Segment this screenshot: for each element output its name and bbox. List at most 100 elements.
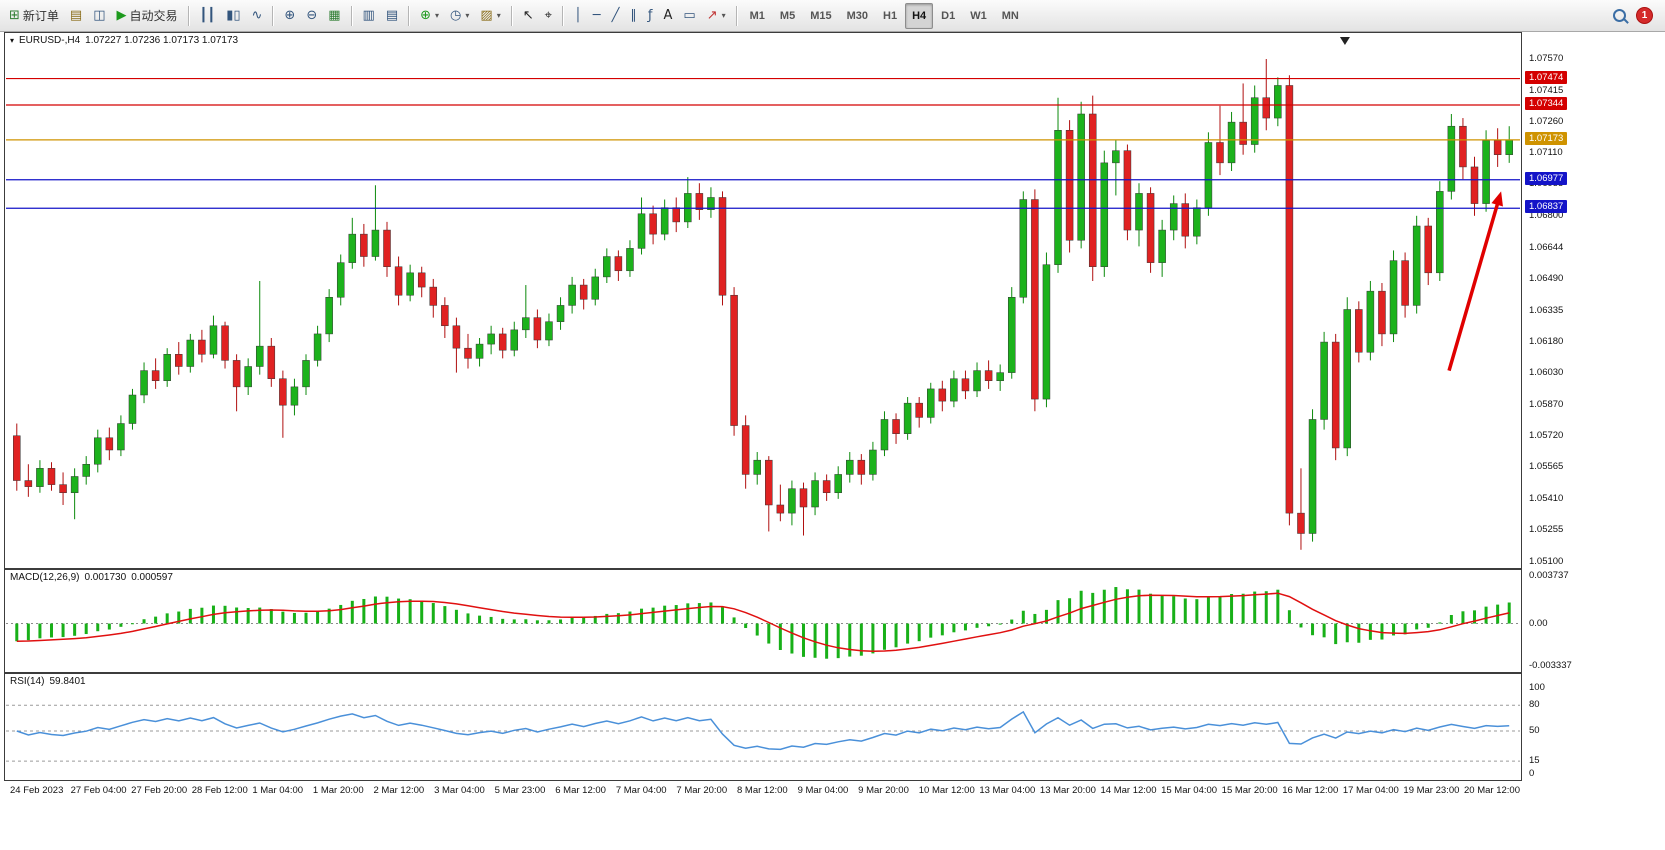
periods[interactable]: ◷ ▾ (445, 3, 474, 29)
text-label[interactable]: ▭ (678, 3, 700, 29)
notification-badge[interactable]: 1 (1636, 7, 1653, 24)
tile-windows[interactable]: ▦ (323, 3, 345, 29)
candle (255, 280, 264, 375)
candle (1007, 287, 1016, 379)
candle (1077, 101, 1085, 249)
market-watch[interactable]: ◫ (88, 3, 110, 29)
zoom-out[interactable]: ⊖ (301, 3, 322, 29)
templates[interactable]: ▨ ▾ (475, 3, 505, 29)
cursor[interactable]: ↖ (518, 3, 539, 29)
candlestick-mode[interactable]: ▮▯ (221, 3, 245, 29)
timeframe-m15[interactable]: M15 (803, 3, 838, 29)
candlestick-mode-icon: ▮▯ (226, 8, 241, 23)
crosshair[interactable]: ⌖ (540, 3, 557, 29)
candle (1505, 126, 1513, 163)
candle (788, 480, 796, 526)
timeframe-m1[interactable]: M1 (743, 3, 772, 29)
rsi-line (16, 710, 1510, 751)
toolbar-separator (510, 5, 513, 26)
time-axis[interactable]: 24 Feb 2023 27 Feb 04:00 27 Feb 20:00 28 Fe… (4, 781, 1522, 801)
candle (1436, 181, 1444, 281)
new-order-label: 新订单 (22, 9, 59, 23)
rsi-panel[interactable]: RSI(14) 59.8401 (4, 673, 1522, 781)
candle (336, 254, 345, 306)
macd-axis-label: 0.00 (1529, 617, 1548, 629)
indicators[interactable]: ⊕ ▾ (415, 3, 444, 29)
price-axis-label: 1.05870 (1529, 399, 1564, 411)
candle (464, 333, 472, 369)
candle (1031, 189, 1039, 412)
timeframe-m5[interactable]: M5 (773, 3, 802, 29)
timeframe-h4[interactable]: H4 (905, 2, 934, 29)
new-order[interactable]: ⊞ 新订单 (4, 3, 64, 29)
arrange-vertical[interactable]: ▥ (358, 3, 380, 29)
timeframe-h4-label: H4 (912, 9, 927, 22)
candle (1100, 150, 1109, 277)
candle (1285, 75, 1294, 526)
timeframe-mn[interactable]: MN (995, 3, 1026, 29)
candle (672, 197, 680, 233)
chart-shift-marker[interactable] (1339, 37, 1350, 45)
candle (371, 185, 380, 261)
time-axis-label: 7 Mar 20:00 (676, 785, 728, 796)
zoom-in[interactable]: ⊕ (279, 3, 300, 29)
rsi-axis-label: 0 (1529, 768, 1535, 779)
trend-arrow-annotation[interactable] (1447, 200, 1501, 372)
candle (24, 464, 33, 497)
arrange-vertical-icon: ▥ (362, 8, 375, 23)
fibonacci[interactable]: ƒ (643, 3, 658, 29)
price-chart-panel[interactable]: ▾ EURUSD-,H4 1.07227 1.07236 1.07173 1.0… (4, 32, 1522, 569)
toolbar: ⊞ 新订单 ▤ ◫ ▶ 自动交易 ┃┃ ▮▯ ∿ ⊕ ⊖ ▦ ▥ ▤ ⊕ ▾ ◷ ▾ ▨ ▾ ↖ ⌖ │ ─ ╱ ∥ ƒ A ▭ ↗ ▾ M1… (0, 0, 1665, 32)
candle (637, 197, 646, 255)
autotrade[interactable]: ▶ 自动交易 (112, 3, 183, 29)
candle (429, 278, 438, 318)
candle (47, 462, 56, 491)
channel[interactable]: ∥ (625, 3, 642, 29)
candle (973, 362, 981, 398)
trendline[interactable]: ╱ (607, 3, 625, 29)
timeframe-mn-label: MN (1001, 9, 1019, 22)
profiles[interactable]: ▤ (65, 3, 87, 29)
autotrade-label: 自动交易 (129, 9, 178, 23)
horizontal-line-icon: ─ (592, 8, 601, 23)
candle (1412, 215, 1421, 314)
timeframe-m30-label: M30 (846, 9, 868, 22)
candle (753, 452, 761, 485)
vertical-line-icon: │ (573, 8, 582, 23)
candle (1193, 199, 1201, 245)
horizontal-line[interactable]: ─ (588, 3, 606, 29)
toolbar-separator (350, 5, 353, 26)
bar-chart-mode[interactable]: ┃┃ (195, 3, 221, 29)
macd-panel[interactable]: MACD(12,26,9) 0.001730 0.000597 (4, 569, 1522, 673)
price-axis-label: 1.05255 (1529, 524, 1564, 536)
candle (1227, 111, 1236, 172)
rsi-readout: RSI(14) 59.8401 (10, 676, 86, 687)
vertical-line[interactable]: │ (569, 3, 587, 29)
candle (117, 415, 125, 457)
trendline-icon: ╱ (611, 8, 620, 23)
price-axis[interactable]: 1.075701.074151.072601.071101.069551.068… (1522, 32, 1665, 801)
timeframe-d1[interactable]: D1 (934, 3, 962, 29)
time-axis-label: 19 Mar 23:00 (1403, 785, 1460, 796)
line-chart-mode[interactable]: ∿ (247, 3, 268, 29)
time-axis-label: 20 Mar 12:00 (1464, 785, 1520, 796)
candle (915, 397, 923, 428)
candle (1343, 297, 1351, 457)
candle (1274, 77, 1282, 127)
timeframe-m30[interactable]: M30 (840, 3, 875, 29)
candle (105, 427, 114, 461)
time-axis-label: 16 Mar 12:00 (1282, 785, 1339, 796)
timeframe-w1-label: W1 (970, 9, 987, 22)
one-click-trading-toggle[interactable]: ▾ (10, 36, 15, 45)
arrows[interactable]: ↗ ▾ (702, 3, 731, 29)
candle (128, 388, 137, 430)
timeframe-h1[interactable]: H1 (876, 3, 904, 29)
timeframe-w1[interactable]: W1 (963, 3, 994, 29)
trend-arrow-head[interactable] (1491, 191, 1503, 207)
price-axis-label: 1.06180 (1529, 336, 1564, 348)
time-axis-label: 17 Mar 04:00 (1342, 785, 1399, 796)
candle (1424, 217, 1432, 286)
text[interactable]: A (659, 3, 678, 29)
search-icon[interactable] (1613, 9, 1626, 22)
arrange-horizontal[interactable]: ▤ (381, 3, 403, 29)
